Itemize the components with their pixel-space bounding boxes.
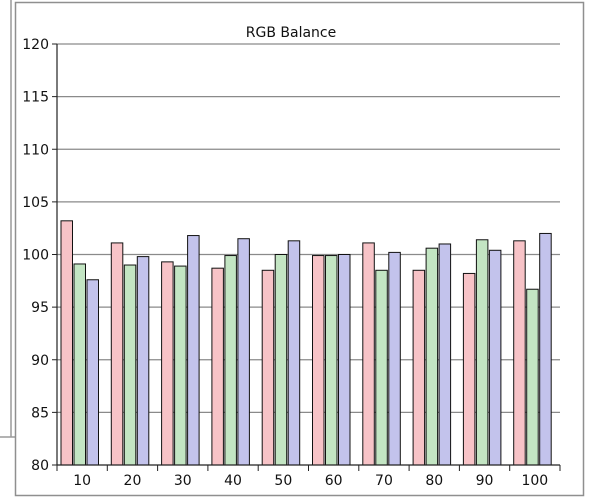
- x-tick-label: 100: [521, 473, 548, 489]
- bar: [274, 254, 288, 466]
- bar: [475, 239, 489, 466]
- x-tick-label: 20: [124, 473, 142, 489]
- x-tick-label: 70: [375, 473, 393, 489]
- bar: [86, 279, 99, 466]
- y-tick-label: 85: [31, 405, 49, 421]
- y-tick-label: 100: [22, 248, 49, 264]
- y-tick-label: 115: [22, 90, 49, 106]
- x-tick-labels: 10 20 30 40 50 60 70 80 90 100: [73, 473, 548, 489]
- y-tick-label: 80: [31, 458, 49, 474]
- bar: [338, 254, 351, 466]
- bar: [224, 255, 237, 466]
- x-tick-label: 40: [224, 473, 242, 489]
- x-tick-label: 10: [73, 473, 91, 489]
- bar: [412, 269, 426, 466]
- x-tick-label: 90: [476, 473, 494, 489]
- y-tick-labels: 80 85 90 95 100 105 110 115 120: [22, 37, 49, 474]
- bar: [110, 242, 124, 466]
- x-tick-label: 60: [325, 473, 343, 489]
- axes: [52, 43, 561, 471]
- x-tick-label: 80: [425, 473, 443, 489]
- bar: [261, 269, 275, 466]
- bar: [388, 251, 401, 466]
- bar: [375, 269, 388, 466]
- bar: [513, 240, 526, 466]
- bar: [136, 256, 150, 466]
- bar: [211, 267, 224, 466]
- bar: [174, 265, 187, 466]
- chart-title: RGB Balance: [246, 25, 336, 41]
- y-tick-label: 90: [31, 353, 49, 369]
- bar: [187, 235, 200, 466]
- y-tick-label: 110: [22, 142, 49, 158]
- x-tick-label: 30: [174, 473, 192, 489]
- bar: [73, 263, 86, 466]
- bar: [325, 255, 338, 466]
- bar: [462, 272, 476, 466]
- bar: [539, 232, 552, 466]
- bar: [161, 261, 174, 466]
- x-tick-label: 50: [274, 473, 292, 489]
- bar: [287, 240, 301, 466]
- bar: [60, 220, 73, 466]
- bar: [488, 249, 502, 466]
- y-tick-label: 95: [31, 300, 49, 316]
- bar: [362, 242, 375, 466]
- bar: [438, 243, 452, 466]
- bar: [237, 238, 250, 466]
- bar: [425, 247, 439, 466]
- bar: [123, 264, 137, 466]
- bars: [60, 220, 552, 466]
- y-tick-label: 120: [22, 37, 49, 53]
- y-tick-label: 105: [22, 195, 49, 211]
- bar: [526, 288, 539, 466]
- bar: [312, 255, 325, 466]
